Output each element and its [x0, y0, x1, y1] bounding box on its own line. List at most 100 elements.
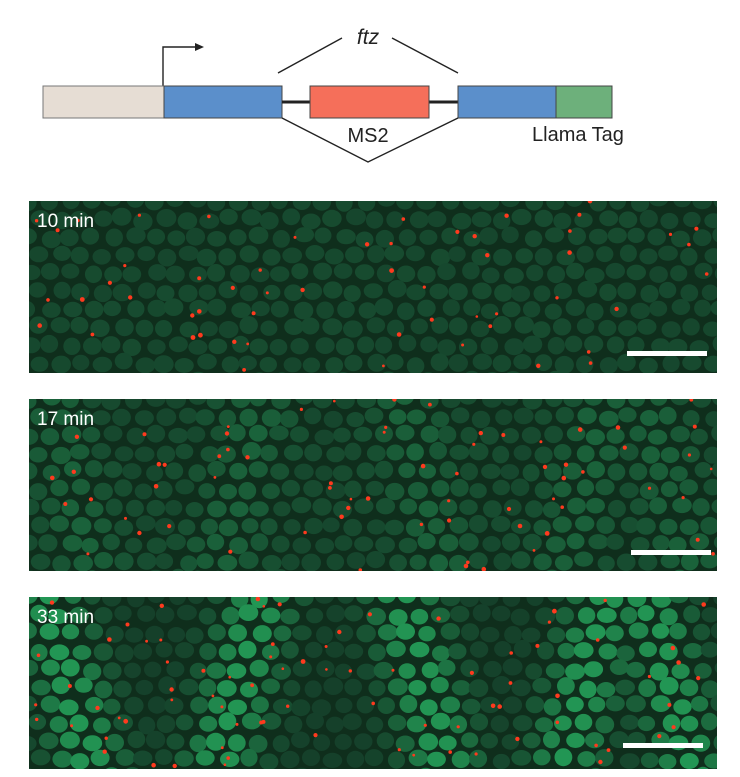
nucleus [30, 408, 49, 426]
nucleus [283, 444, 304, 461]
nucleus [595, 479, 615, 496]
nucleus [588, 534, 609, 550]
nucleus [104, 266, 122, 283]
nucleus [421, 767, 431, 769]
nucleus [409, 211, 429, 229]
nucleus [319, 767, 329, 769]
transcription-spot [581, 470, 585, 474]
nucleus [127, 300, 145, 318]
transcription-spot [328, 486, 332, 490]
nucleus [385, 482, 405, 501]
nucleus [290, 338, 309, 355]
nucleus [628, 622, 649, 639]
nucleus [218, 519, 239, 537]
nucleus [103, 698, 121, 715]
nucleus [81, 537, 99, 554]
nucleus [526, 597, 544, 606]
transcription-spot [325, 668, 328, 671]
nucleus [629, 425, 647, 442]
nucleus [450, 605, 470, 623]
nucleus [218, 409, 237, 428]
nucleus [333, 263, 353, 279]
nucleus [366, 445, 386, 462]
nucleus [599, 357, 618, 373]
nucleus [335, 201, 353, 212]
nucleus [629, 463, 648, 481]
nucleus [480, 733, 499, 749]
nucleus [701, 680, 717, 698]
nucleus [406, 715, 427, 733]
nucleus [375, 229, 394, 248]
nucleus [231, 302, 252, 318]
transcription-spot [670, 645, 676, 651]
nucleus [682, 410, 700, 427]
nucleus [228, 624, 248, 642]
nucleus [240, 748, 258, 767]
transcription-spot [190, 313, 195, 318]
nucleus [30, 356, 49, 372]
nucleus [460, 659, 479, 678]
nucleus [346, 208, 366, 226]
nucleus [278, 372, 286, 373]
nucleus [53, 281, 71, 299]
nucleus [146, 465, 164, 482]
transcription-spot [162, 462, 167, 467]
transcription-spot [367, 612, 372, 617]
nucleus [301, 213, 321, 230]
nucleus [88, 570, 96, 571]
nucleus [417, 533, 436, 550]
nucleus [199, 213, 220, 229]
nucleus [534, 209, 553, 227]
nucleus [502, 696, 523, 714]
transcription-spot [197, 276, 202, 281]
nucleus [639, 641, 657, 658]
nucleus [567, 497, 586, 515]
transcription-spot [102, 749, 107, 754]
nucleus [156, 445, 176, 463]
nucleus [494, 284, 513, 302]
nucleus [70, 753, 90, 769]
nucleus [388, 409, 407, 425]
nucleus [376, 264, 396, 283]
nucleus [492, 316, 512, 334]
transcription-spot [300, 287, 305, 293]
nucleus [334, 535, 353, 551]
exon-1 [163, 85, 283, 119]
transcription-spot [88, 497, 94, 502]
nucleus [480, 303, 499, 319]
nucleus [704, 248, 717, 264]
nucleus [103, 461, 123, 478]
nucleus [405, 245, 425, 262]
nucleus [167, 230, 186, 246]
transcription-spot [107, 637, 112, 642]
nucleus [137, 552, 157, 570]
nucleus [670, 426, 690, 443]
nucleus [228, 201, 249, 211]
nucleus [50, 317, 70, 334]
nucleus [147, 339, 166, 355]
nucleus [430, 712, 451, 730]
nucleus [155, 606, 175, 624]
nucleus [502, 658, 523, 676]
nucleus [176, 604, 197, 621]
transcription-spot [220, 705, 224, 709]
nucleus [30, 604, 48, 622]
transcription-spot [55, 228, 60, 233]
nucleus [566, 696, 584, 713]
nucleus [513, 407, 534, 425]
nucleus [323, 410, 343, 428]
nucleus [674, 569, 685, 571]
nucleus [354, 733, 373, 750]
nucleus [533, 285, 551, 302]
nucleus [565, 663, 585, 680]
nucleus [316, 301, 334, 319]
nucleus [70, 246, 89, 265]
nucleus [534, 446, 553, 464]
nucleus [187, 597, 205, 604]
nucleus [365, 211, 384, 229]
nucleus [680, 284, 699, 302]
panel-17-min: 17 min [29, 399, 717, 571]
gene-label: ftz [357, 26, 380, 49]
nucleus [196, 248, 217, 267]
transcription-spot [246, 342, 250, 346]
